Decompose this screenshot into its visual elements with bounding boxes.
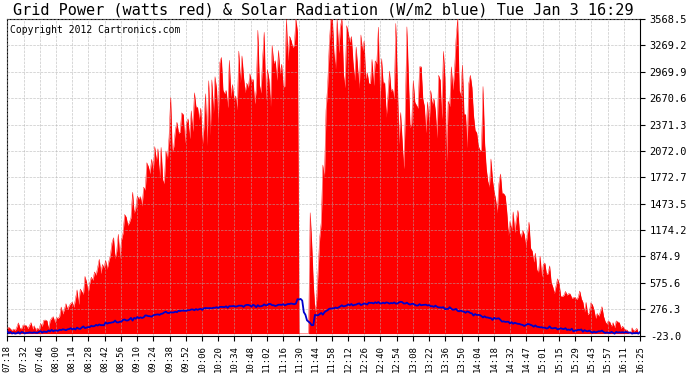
Text: Copyright 2012 Cartronics.com: Copyright 2012 Cartronics.com <box>10 25 181 35</box>
Title: Grid Power (watts red) & Solar Radiation (W/m2 blue) Tue Jan 3 16:29: Grid Power (watts red) & Solar Radiation… <box>13 3 634 18</box>
